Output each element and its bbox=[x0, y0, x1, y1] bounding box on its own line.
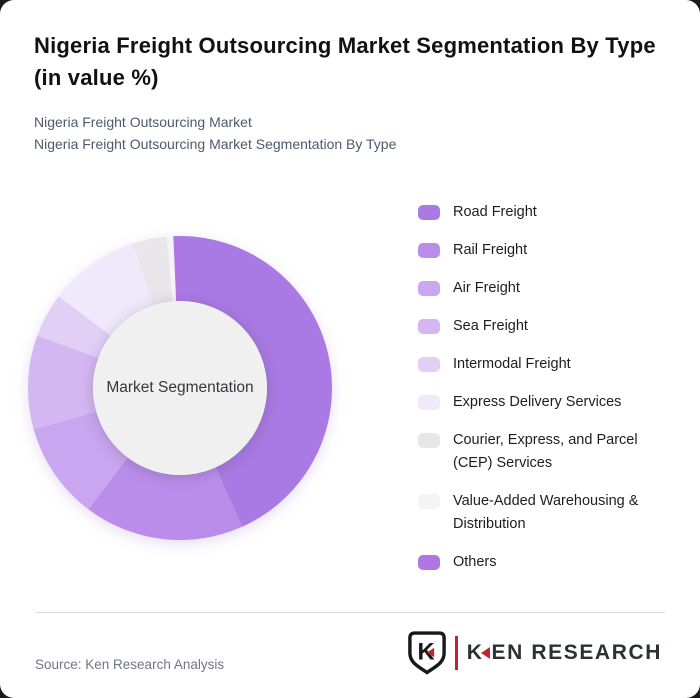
legend-swatch bbox=[418, 395, 440, 410]
legend-item: Express Delivery Services bbox=[418, 391, 666, 414]
legend-item: Rail Freight bbox=[418, 239, 666, 262]
slice-rail-freight bbox=[88, 457, 243, 540]
legend-item: Others bbox=[418, 551, 666, 574]
legend-label: Rail Freight bbox=[453, 242, 528, 258]
slice-value-added-warehousing-distribution bbox=[166, 236, 177, 302]
legend-label: Others bbox=[453, 554, 497, 570]
legend-swatch bbox=[418, 357, 440, 372]
logo-wordmark: K EN RESEARCH bbox=[467, 641, 662, 665]
logo-k-arrow-icon bbox=[480, 647, 490, 659]
legend-item: Air Freight bbox=[418, 277, 666, 300]
source-note: Source: Ken Research Analysis bbox=[35, 657, 225, 672]
svg-text:K: K bbox=[417, 639, 434, 666]
chart-legend: Road Freight Rail Freight Air Freight Sea F… bbox=[418, 201, 666, 574]
logo-wordmark-rest: EN RESEARCH bbox=[491, 641, 662, 664]
legend-item: Road Freight bbox=[418, 201, 666, 224]
ken-research-shield-icon: K bbox=[407, 631, 446, 675]
legend-item: Intermodal Freight bbox=[418, 353, 666, 376]
slice-air-freight bbox=[33, 411, 128, 510]
donut-slices bbox=[27, 236, 332, 540]
legend-label: Value-Added Warehousing & Distribution bbox=[453, 493, 639, 532]
legend-swatch bbox=[418, 494, 440, 509]
donut-center-label: Market Segmentation bbox=[106, 379, 254, 396]
slice-others bbox=[173, 236, 180, 302]
slice-express-delivery-services bbox=[58, 243, 154, 336]
page-title: Nigeria Freight Outsourcing Market Segme… bbox=[34, 33, 656, 90]
legend-swatch bbox=[418, 205, 440, 220]
legend-label: Sea Freight bbox=[453, 318, 528, 334]
legend-swatch bbox=[418, 433, 440, 448]
logo-separator bbox=[454, 636, 458, 670]
legend-swatch bbox=[418, 555, 440, 570]
slice-sea-freight bbox=[27, 335, 99, 430]
legend-item: Sea Freight bbox=[418, 315, 666, 338]
slice-road-freight bbox=[180, 236, 332, 527]
legend-swatch bbox=[418, 281, 440, 296]
legend-label: Express Delivery Services bbox=[453, 394, 622, 410]
legend-swatch bbox=[418, 319, 440, 334]
legend-label: Road Freight bbox=[453, 204, 537, 220]
footer-divider bbox=[35, 612, 665, 613]
slice-intermodal-freight bbox=[37, 296, 111, 359]
donut-chart: Market Segmentation bbox=[0, 208, 360, 568]
legend-label: Courier, Express, and Parcel (CEP) Servi… bbox=[453, 432, 638, 471]
ken-research-logo: K K EN RESEARCH bbox=[407, 631, 662, 675]
subtitle-line-1: Nigeria Freight Outsourcing Market bbox=[34, 114, 252, 130]
subtitle-line-2: Nigeria Freight Outsourcing Market Segme… bbox=[34, 135, 397, 152]
slice-courier-express-and-parcel-cep-services bbox=[133, 236, 173, 306]
legend-swatch bbox=[418, 243, 440, 258]
legend-label: Air Freight bbox=[453, 280, 520, 296]
chart-subtitles: Nigeria Freight Outsourcing Market Niger… bbox=[34, 112, 654, 155]
legend-item: Courier, Express, and Parcel (CEP) Servi… bbox=[418, 429, 666, 475]
donut-center: Market Segmentation bbox=[93, 301, 267, 475]
logo-letter-k: K bbox=[466, 641, 484, 664]
legend-label: Intermodal Freight bbox=[453, 356, 571, 372]
legend-item: Value-Added Warehousing & Distribution bbox=[418, 490, 666, 536]
